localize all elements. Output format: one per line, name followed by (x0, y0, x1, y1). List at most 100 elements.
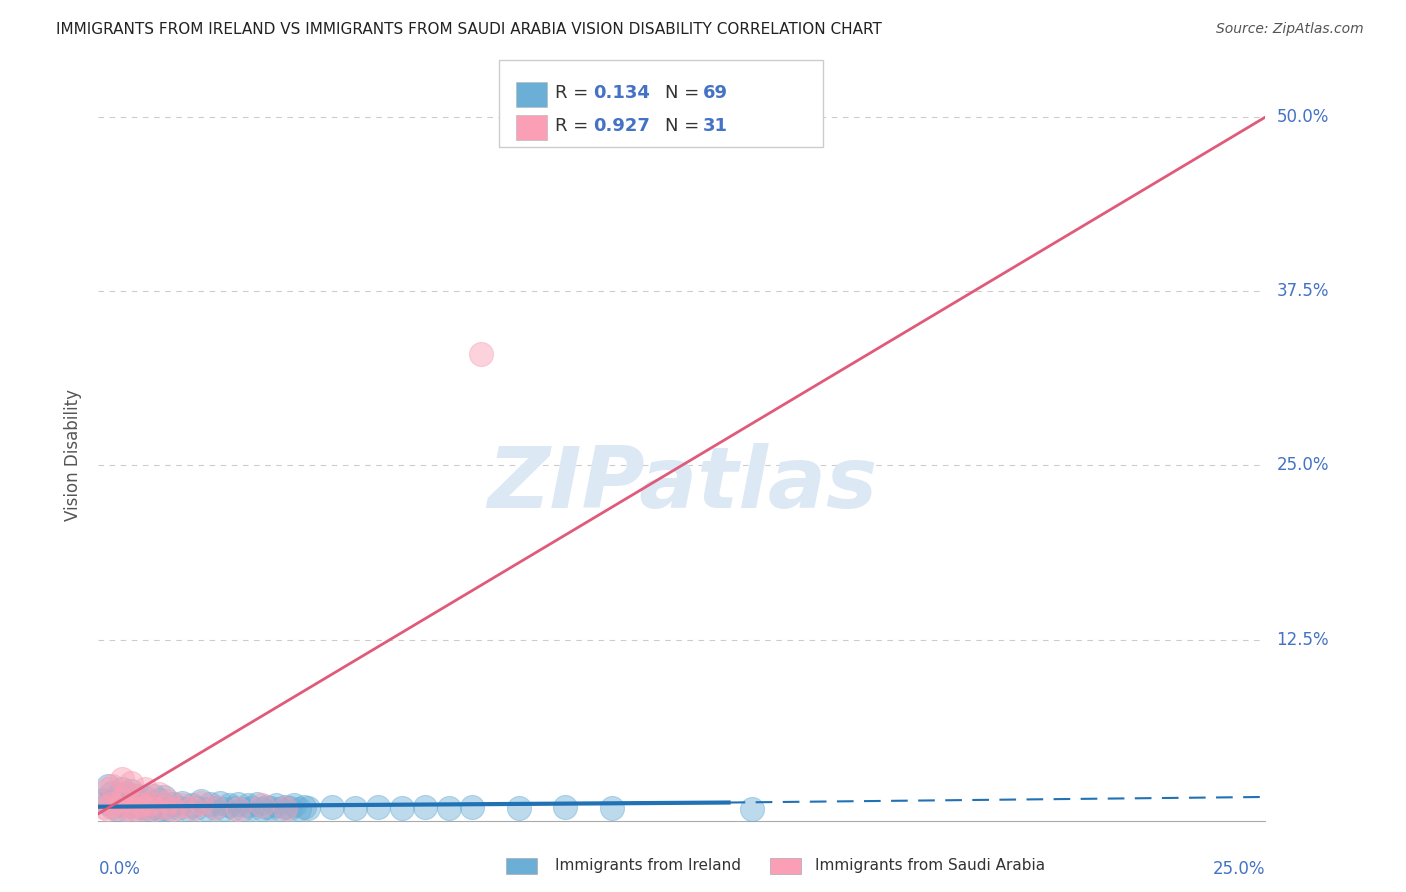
Text: 25.0%: 25.0% (1213, 860, 1265, 878)
Point (152, 799, 174, 814)
Point (283, 798, 305, 813)
Point (214, 803, 236, 817)
Text: 31: 31 (703, 117, 728, 136)
Point (256, 799, 278, 814)
Point (120, 798, 142, 813)
Point (101, 797, 124, 811)
Point (125, 803, 148, 817)
Point (274, 801, 297, 815)
Point (111, 793, 134, 807)
Point (269, 803, 291, 817)
Text: ZIPatlas: ZIPatlas (486, 442, 877, 525)
Point (143, 789, 166, 803)
Point (120, 784, 142, 798)
Point (162, 797, 184, 811)
Point (105, 801, 128, 815)
Point (292, 799, 315, 814)
Point (232, 803, 254, 817)
Point (180, 798, 202, 813)
Point (288, 803, 311, 817)
Point (134, 801, 156, 815)
Point (470, 347, 492, 361)
Point (437, 801, 460, 815)
Point (101, 799, 124, 814)
Point (204, 801, 226, 815)
Point (600, 801, 623, 815)
Point (190, 796, 212, 810)
Point (129, 794, 152, 808)
Point (250, 798, 273, 813)
Point (222, 801, 245, 815)
Point (172, 798, 194, 813)
Text: R =: R = (555, 84, 595, 102)
Point (413, 799, 436, 814)
Point (129, 798, 152, 813)
Point (321, 799, 343, 814)
Point (344, 801, 367, 815)
Point (461, 799, 484, 814)
Point (148, 787, 170, 801)
Point (115, 801, 138, 815)
Point (148, 803, 170, 817)
Text: 0.134: 0.134 (593, 84, 650, 102)
Text: 0.927: 0.927 (593, 117, 650, 136)
Point (101, 786, 124, 800)
Point (120, 776, 142, 790)
Point (97, 781, 120, 796)
Point (264, 798, 287, 813)
Text: 50.0%: 50.0% (1277, 108, 1329, 126)
Point (105, 789, 128, 804)
Point (148, 793, 170, 807)
Point (97, 796, 120, 810)
Point (91, 799, 114, 814)
Text: 37.5%: 37.5% (1277, 282, 1329, 301)
Point (134, 801, 156, 815)
Point (194, 803, 217, 817)
Point (139, 796, 162, 810)
Point (143, 799, 166, 814)
Point (741, 803, 763, 817)
Text: Source: ZipAtlas.com: Source: ZipAtlas.com (1216, 22, 1364, 37)
Point (129, 799, 152, 814)
Point (139, 796, 162, 810)
Text: Immigrants from Saudi Arabia: Immigrants from Saudi Arabia (815, 858, 1046, 872)
Text: R =: R = (555, 117, 595, 136)
Point (152, 801, 174, 815)
Point (190, 794, 212, 808)
Point (157, 794, 180, 808)
Point (228, 797, 250, 811)
Point (246, 797, 269, 811)
Point (274, 799, 297, 814)
Point (101, 779, 124, 793)
Point (242, 801, 264, 815)
Point (297, 801, 319, 815)
Point (278, 801, 301, 815)
Point (236, 798, 259, 813)
Text: Immigrants from Ireland: Immigrants from Ireland (555, 858, 741, 872)
Point (125, 789, 148, 803)
Text: 25.0%: 25.0% (1277, 457, 1329, 475)
Point (97, 779, 120, 793)
Point (111, 772, 134, 786)
Point (367, 799, 389, 814)
Point (115, 786, 138, 800)
Point (391, 801, 413, 815)
Point (111, 797, 134, 811)
Point (91, 793, 114, 807)
Point (134, 791, 156, 805)
Text: N =: N = (665, 117, 704, 136)
Point (152, 789, 174, 804)
Point (172, 796, 194, 810)
Point (139, 803, 162, 817)
Point (166, 801, 188, 815)
Text: 0.0%: 0.0% (98, 860, 141, 878)
Point (176, 803, 198, 817)
Point (105, 803, 128, 817)
Point (180, 801, 202, 815)
Point (162, 803, 184, 817)
Point (508, 801, 530, 815)
Text: 69: 69 (703, 84, 728, 102)
Point (134, 781, 156, 796)
Point (157, 803, 180, 817)
Text: IMMIGRANTS FROM IRELAND VS IMMIGRANTS FROM SAUDI ARABIA VISION DISABILITY CORREL: IMMIGRANTS FROM IRELAND VS IMMIGRANTS FR… (56, 22, 882, 37)
